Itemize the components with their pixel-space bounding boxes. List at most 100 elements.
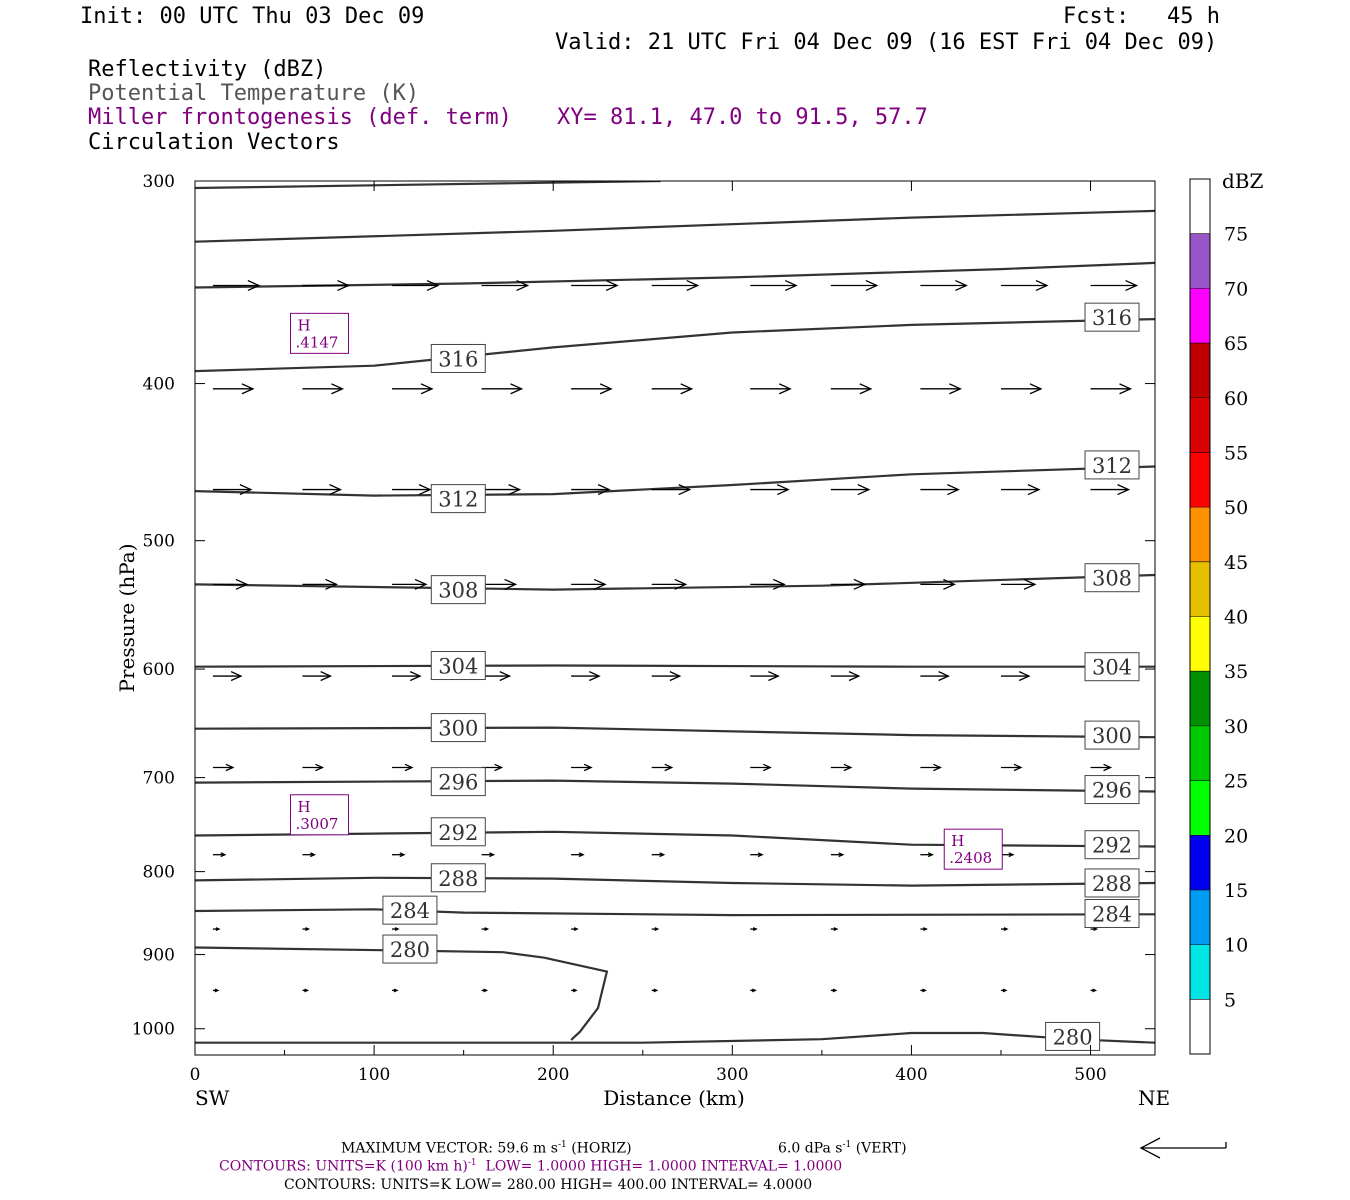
contour-label-box: [430, 767, 486, 797]
contour-label-box: [430, 575, 486, 605]
circulation-vector: [920, 763, 942, 772]
colorbar-swatch: [1190, 671, 1210, 726]
x-tick-label: 400: [895, 1065, 927, 1085]
circulation-vector: [1000, 763, 1023, 772]
circulation-vector: [392, 763, 414, 772]
colorbar-label: 10: [1224, 935, 1248, 957]
contour-label: 292: [1092, 834, 1132, 858]
colorbar-swatch: [1190, 507, 1210, 562]
circulation-vector: [750, 852, 764, 858]
x-tick-label: 300: [716, 1065, 748, 1085]
circulation-vector: [571, 763, 593, 772]
colorbar-label: 70: [1224, 278, 1248, 300]
contour-label: 292: [438, 821, 478, 845]
colorbar-swatch: [1190, 725, 1210, 781]
valid-time: Valid: 21 UTC Fri 04 Dec 09 (16 EST Fri …: [555, 30, 1218, 55]
circulation-vector: [212, 852, 227, 858]
high-label: H: [298, 798, 311, 816]
contour-label: 312: [1092, 454, 1132, 478]
colorbar-swatch: [1190, 561, 1210, 617]
forecast-hours: 45 h: [1167, 4, 1220, 29]
colorbar-swatch: [1190, 999, 1210, 1054]
circulation-vector: [1000, 484, 1041, 496]
circulation-vector: [920, 383, 962, 395]
high-box: [290, 312, 350, 354]
endpoint-left: SW: [195, 1086, 230, 1110]
circulation-vector: [302, 988, 310, 993]
theta-contour: [195, 779, 1155, 793]
circulation-vector: [571, 383, 613, 395]
circulation-vector: [651, 279, 700, 292]
circulation-vector: [481, 279, 530, 292]
theta-contour: [195, 465, 1155, 497]
contour-label: 308: [438, 579, 478, 603]
circulation-vector: [571, 671, 601, 682]
circulation-vector: [651, 671, 682, 682]
circulation-vector: [750, 578, 786, 590]
contour-label: 316: [1092, 306, 1132, 330]
contour-label: 316: [438, 347, 478, 371]
contour-label-box: [1084, 898, 1140, 928]
theta-contour: [195, 664, 1155, 668]
circulation-vector: [1000, 383, 1043, 395]
circulation-vector: [651, 484, 692, 496]
circulation-vector: [1171, 989, 1176, 992]
contour-label: 284: [390, 899, 430, 923]
endpoint-right: NE: [1138, 1086, 1170, 1110]
contour-label-box: [382, 934, 438, 964]
field-circulation-vectors: Circulation Vectors: [88, 130, 340, 155]
contour-label-box: [430, 343, 486, 373]
circulation-vector: [212, 763, 235, 772]
circulation-vector: [392, 852, 406, 858]
circulation-vector: [571, 578, 607, 590]
circulation-vector: [750, 763, 772, 772]
circulation-vector: [212, 927, 221, 932]
circulation-vector: [481, 484, 522, 496]
circulation-vector: [212, 383, 255, 395]
high-box: [943, 828, 1003, 870]
colorbar-label: 5: [1224, 989, 1236, 1011]
colorbar-swatch: [1190, 944, 1210, 1000]
contour-label-box: [430, 651, 486, 681]
x-tick-label: 0: [190, 1065, 201, 1085]
circulation-vector: [1171, 764, 1191, 770]
circulation-vector: [481, 578, 518, 590]
colorbar-swatch: [1190, 343, 1210, 398]
field-frontogenesis: Miller frontogenesis (def. term): [88, 105, 512, 130]
colorbar-swatch: [1190, 889, 1210, 945]
contour-label-box: [430, 817, 486, 847]
x-tick-label: 500: [1074, 1065, 1106, 1085]
circulation-vector: [830, 671, 861, 682]
contour-label: 280: [390, 938, 430, 962]
circulation-vector: [212, 484, 253, 496]
contour-label-box: [1084, 450, 1140, 480]
circulation-vector: [1090, 927, 1099, 932]
colorbar-label: 60: [1224, 388, 1248, 410]
theta-contours: [195, 181, 1155, 1044]
circulation-vector: [392, 927, 400, 932]
circulation-vector: [920, 279, 968, 292]
circulation-vector: [212, 578, 249, 590]
contour-label: 288: [1092, 872, 1132, 896]
circulation-vector: [830, 279, 879, 292]
circulation-vector: [392, 671, 422, 682]
contour-label: 284: [1092, 902, 1132, 926]
circulation-vector: [920, 927, 928, 932]
circulation-vectors: [212, 279, 1191, 993]
circulation-vector: [481, 671, 512, 682]
circulation-vector: [651, 852, 666, 858]
circulation-vector: [571, 852, 585, 858]
field-reflectivity: Reflectivity (dBZ): [88, 57, 327, 82]
forecast-label: Fcst:: [1063, 4, 1130, 29]
x-tick-label: 200: [537, 1065, 569, 1085]
circulation-vector: [302, 671, 333, 682]
theta-contour: [195, 261, 1155, 289]
circulation-vector: [1090, 383, 1133, 395]
y-tick-label: 600: [143, 660, 175, 680]
colorbar-label: 30: [1224, 716, 1248, 738]
circulation-vector: [302, 852, 317, 858]
circulation-vector: [920, 484, 960, 496]
circulation-vector: [1000, 279, 1049, 292]
circulation-vector: [302, 383, 345, 395]
colorbar-label: 35: [1224, 661, 1248, 683]
